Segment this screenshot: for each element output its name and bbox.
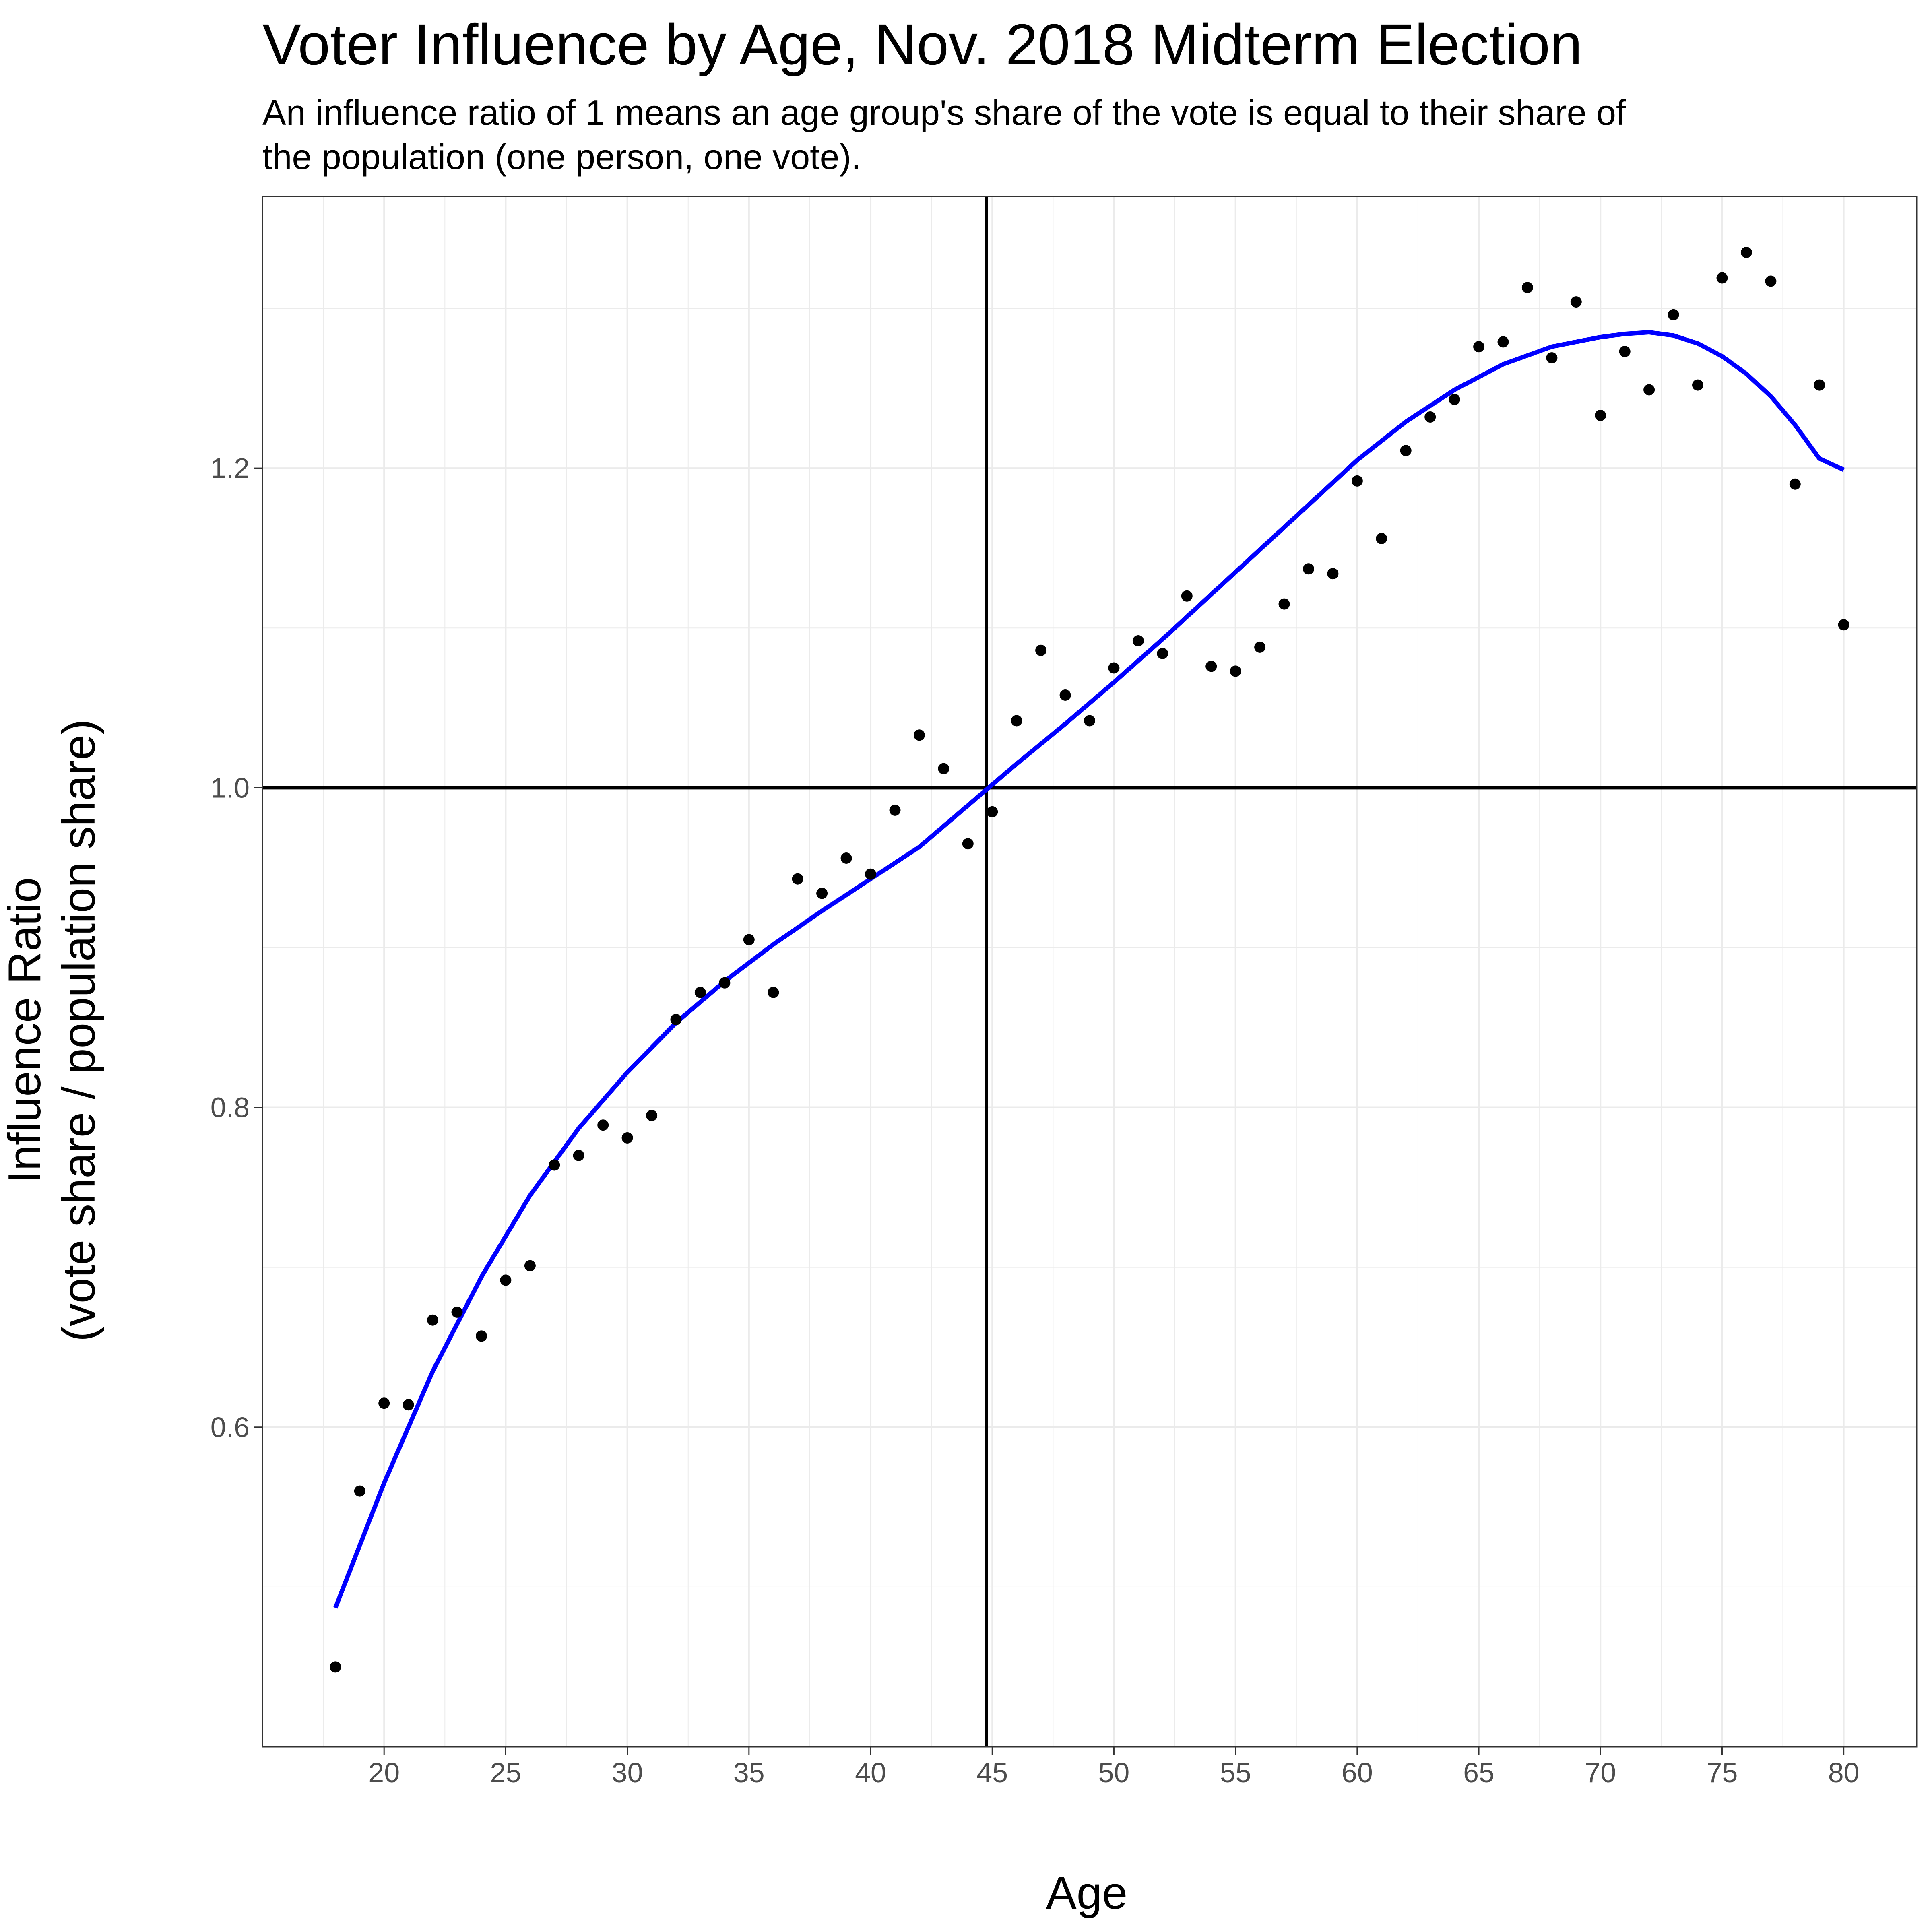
data-point [670,1014,682,1026]
y-axis-title-line-2: (vote share / population share) [54,719,105,1342]
y-axis-title: Influence Ratio (vote share / population… [0,719,105,1342]
data-point [597,1119,609,1131]
data-point [1789,478,1801,490]
data-point [621,1132,633,1144]
chart-subtitle-line-2: the population (one person, one vote). [262,137,861,177]
data-point [1595,410,1606,421]
data-point [1546,352,1558,364]
data-point [1449,394,1460,405]
x-tick-label: 65 [1463,1757,1494,1788]
plot-panel-border [262,196,1918,1748]
y-tick-label: 1.0 [211,772,250,803]
data-point [1059,689,1071,701]
x-tick-label: 20 [368,1757,400,1788]
data-point [1278,598,1290,610]
data-point [1521,282,1533,293]
data-point [1132,635,1144,646]
data-point [938,763,949,774]
points-layer [330,247,1849,1673]
gridlines [262,196,1917,1747]
data-point [1619,346,1631,357]
data-point [549,1159,560,1171]
data-point [1692,379,1703,391]
data-point [1716,272,1728,284]
x-tick-label: 75 [1707,1757,1738,1788]
data-point [1765,275,1777,287]
x-tick-label: 40 [855,1757,886,1788]
data-point [1205,661,1217,672]
x-tick-label: 35 [733,1757,765,1788]
data-point [1303,563,1314,575]
y-tick-label: 0.8 [211,1092,250,1123]
data-point [1327,568,1339,580]
data-point [1668,309,1679,320]
data-point [840,852,852,864]
data-point [427,1314,439,1326]
data-point [987,806,998,817]
x-tick-label: 50 [1098,1757,1130,1788]
trend-layer [333,330,1845,1609]
data-point [1108,662,1120,674]
x-tick-label: 70 [1585,1757,1616,1788]
data-point [913,729,925,741]
data-point [1254,641,1266,653]
data-point [1740,247,1752,258]
data-point [524,1260,536,1271]
data-point [1400,445,1412,456]
x-axis-title: Age [1046,1868,1128,1919]
data-point [451,1306,463,1318]
data-point [573,1150,584,1161]
data-point [354,1485,365,1497]
axis-ticks: 20 25 30 35 40 45 50 55 60 65 70 75 80 0.6 0.8 1.0 1.2 [211,452,1860,1788]
data-point [1011,715,1022,727]
data-point [768,987,779,998]
chart-title: Voter Influence by Age, Nov. 2018 Midter… [262,12,1582,77]
x-tick-label: 80 [1828,1757,1860,1788]
data-point [1838,619,1849,631]
data-point [889,804,901,816]
data-point [1570,296,1582,308]
y-tick-label: 1.2 [211,452,250,484]
data-point [1376,533,1387,544]
data-point [1230,665,1241,677]
data-point [1424,411,1436,423]
data-point [694,987,706,998]
x-tick-label: 30 [612,1757,643,1788]
x-tick-label: 25 [490,1757,521,1788]
data-point [1473,341,1485,353]
data-point [1181,590,1193,602]
x-tick-label: 60 [1342,1757,1373,1788]
trend-line [333,330,1845,1609]
data-point [865,868,876,880]
reference-lines [262,196,1917,1747]
data-point [402,1399,414,1411]
x-tick-label: 55 [1220,1757,1251,1788]
y-tick-label: 0.6 [211,1412,250,1443]
data-point [792,873,803,885]
chart-subtitle-line-1: An influence ratio of 1 means an age gro… [262,93,1626,132]
x-tick-label: 45 [976,1757,1008,1788]
data-point [1157,648,1168,659]
data-point [330,1661,341,1673]
data-point [816,888,828,899]
data-point [962,838,974,850]
data-point [1351,475,1363,487]
data-point [1035,644,1047,656]
data-point [719,977,731,989]
data-point [1497,336,1509,348]
data-point [646,1110,658,1121]
data-point [378,1397,390,1409]
data-point [743,934,755,945]
data-point [1084,715,1095,727]
y-axis-title-line-1: Influence Ratio [0,877,50,1183]
data-point [1643,384,1655,396]
data-point [500,1274,512,1286]
data-point [476,1330,487,1342]
data-point [1814,379,1825,391]
